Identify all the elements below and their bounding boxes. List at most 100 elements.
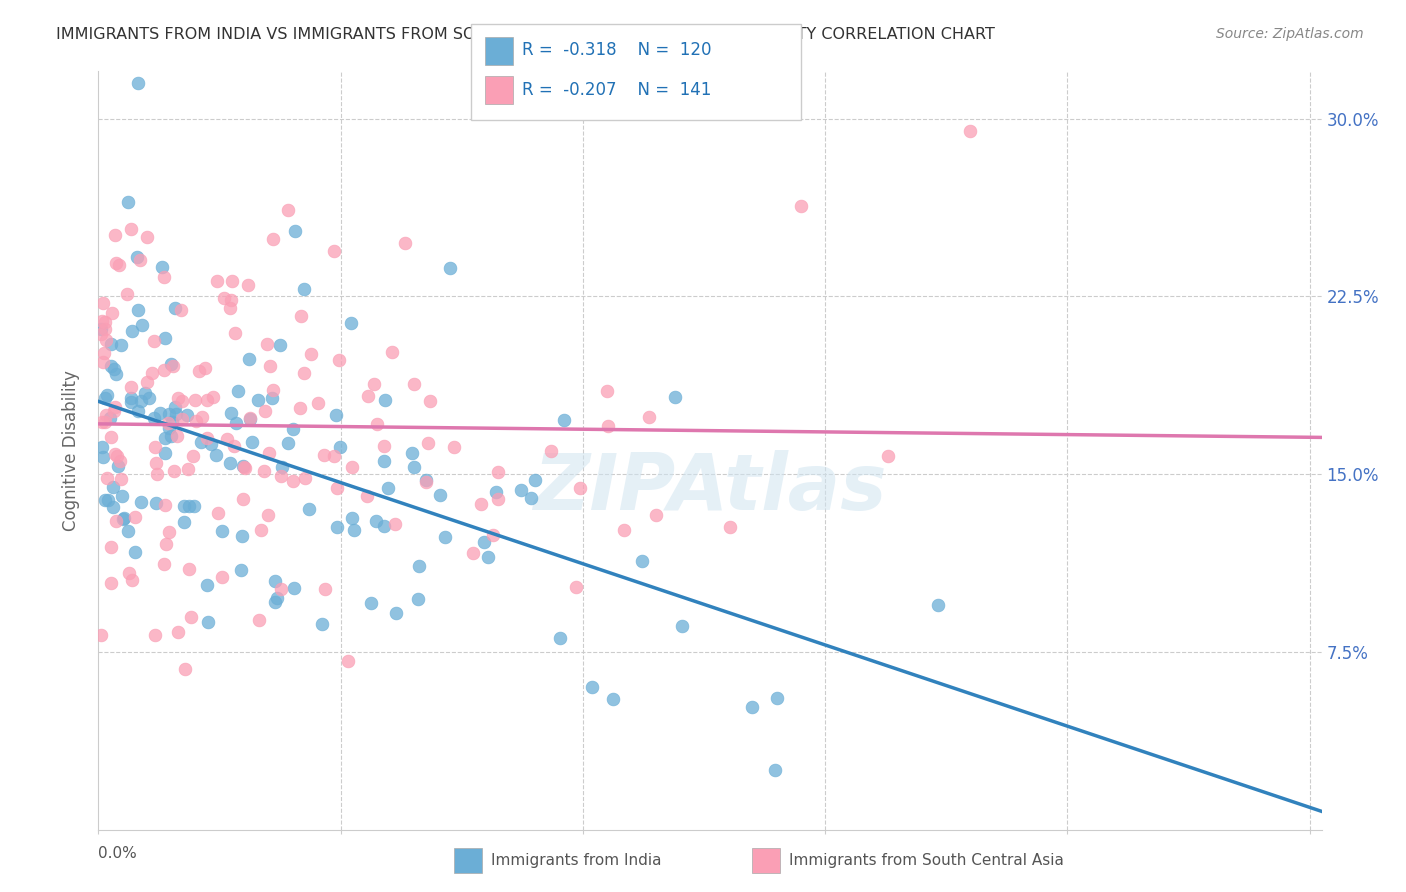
- Point: [108, 453, 131, 467]
- Point: [482, 528, 505, 542]
- Text: Immigrants from India: Immigrants from India: [491, 854, 661, 868]
- Point: [519, 491, 541, 505]
- Point: [219, 456, 242, 470]
- Point: [97, 492, 120, 507]
- Point: [283, 581, 305, 595]
- Point: [160, 415, 183, 429]
- Point: [262, 391, 284, 405]
- Point: [247, 614, 270, 628]
- Point: [205, 274, 228, 288]
- Point: [336, 654, 359, 668]
- Point: [94, 315, 117, 329]
- Point: [229, 563, 252, 577]
- Point: [105, 449, 128, 463]
- Point: [183, 499, 205, 513]
- Point: [194, 361, 217, 376]
- Point: [155, 446, 177, 460]
- Point: [188, 363, 211, 377]
- Point: [186, 414, 208, 428]
- Point: [117, 287, 139, 301]
- Point: [93, 450, 115, 464]
- Point: [408, 558, 430, 573]
- Point: [224, 326, 246, 340]
- Point: [225, 416, 247, 430]
- Point: [363, 377, 385, 392]
- Point: [342, 459, 364, 474]
- Point: [110, 472, 132, 486]
- Point: [377, 481, 399, 495]
- Point: [141, 366, 163, 380]
- Point: [523, 473, 546, 487]
- Point: [149, 406, 172, 420]
- Point: [207, 506, 229, 520]
- Point: [150, 260, 173, 274]
- Point: [510, 483, 533, 497]
- Point: [236, 277, 259, 292]
- Point: [568, 481, 591, 495]
- Point: [128, 252, 150, 267]
- Point: [294, 470, 316, 484]
- Point: [90, 314, 112, 328]
- Point: [419, 393, 441, 408]
- Point: [179, 500, 201, 514]
- Point: [145, 496, 167, 510]
- Point: [143, 411, 166, 425]
- Point: [195, 578, 218, 592]
- Point: [157, 416, 180, 430]
- Text: Immigrants from South Central Asia: Immigrants from South Central Asia: [789, 854, 1064, 868]
- Point: [877, 449, 900, 463]
- Point: [117, 195, 139, 210]
- Point: [256, 337, 278, 351]
- Point: [134, 386, 156, 401]
- Point: [138, 392, 160, 406]
- Point: [159, 357, 181, 371]
- Point: [135, 375, 157, 389]
- Point: [232, 491, 254, 506]
- Point: [281, 422, 304, 436]
- Point: [360, 596, 382, 610]
- Point: [342, 523, 364, 537]
- Point: [96, 388, 118, 402]
- Point: [257, 508, 280, 523]
- Y-axis label: Cognitive Disability: Cognitive Disability: [62, 370, 80, 531]
- Point: [155, 537, 177, 551]
- Point: [433, 530, 456, 544]
- Point: [176, 409, 198, 423]
- Point: [127, 302, 149, 317]
- Point: [443, 440, 465, 454]
- Point: [211, 569, 233, 583]
- Point: [326, 520, 349, 534]
- Point: [157, 421, 180, 435]
- Point: [124, 545, 146, 559]
- Point: [486, 465, 509, 479]
- Point: [264, 595, 287, 609]
- Point: [96, 408, 118, 422]
- Point: [356, 490, 378, 504]
- Point: [107, 459, 129, 474]
- Point: [143, 440, 166, 454]
- Point: [270, 468, 292, 483]
- Point: [101, 306, 124, 320]
- Point: [98, 411, 121, 425]
- Point: [408, 591, 430, 606]
- Point: [239, 412, 262, 426]
- Point: [364, 514, 387, 528]
- Text: IMMIGRANTS FROM INDIA VS IMMIGRANTS FROM SOUTH CENTRAL ASIA COGNITIVE DISABILITY: IMMIGRANTS FROM INDIA VS IMMIGRANTS FROM…: [56, 27, 995, 42]
- Point: [91, 354, 114, 368]
- Point: [766, 691, 789, 706]
- Point: [103, 362, 125, 376]
- Point: [195, 432, 218, 446]
- Point: [366, 417, 388, 431]
- Point: [124, 509, 146, 524]
- Point: [152, 363, 174, 377]
- Point: [100, 540, 122, 554]
- Point: [314, 582, 336, 596]
- Point: [90, 628, 112, 642]
- Point: [205, 448, 228, 462]
- Point: [763, 763, 786, 777]
- Point: [232, 459, 254, 474]
- Point: [266, 591, 288, 605]
- Point: [638, 410, 661, 425]
- Point: [553, 413, 575, 427]
- Point: [105, 256, 128, 270]
